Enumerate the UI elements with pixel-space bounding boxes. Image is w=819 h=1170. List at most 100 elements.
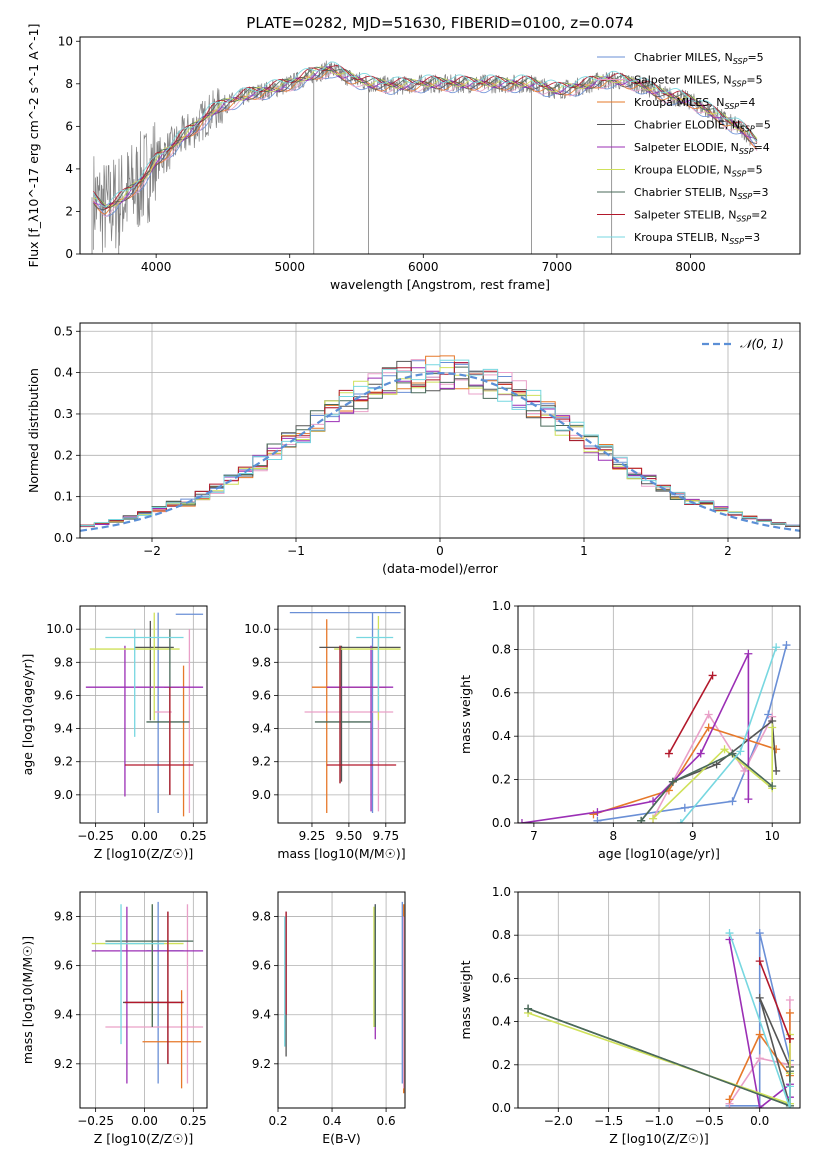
y-tick-label: 9.2 — [252, 755, 271, 769]
weight-marker — [725, 1095, 734, 1104]
weight-marker — [728, 797, 737, 806]
weight-marker — [725, 929, 734, 938]
panel-age_vs_mass: 9.25 9.50 9.75 9.0 9.2 9.4 9.6 9.8 10.0 mass [log… — [244, 605, 406, 861]
x-tick-label: 8 — [610, 829, 618, 843]
x-tick-label: −2.0 — [544, 1114, 573, 1128]
legend-label: Salpeter ELODIE, NSSP=4 — [634, 141, 770, 156]
x-tick-label: −2 — [143, 544, 161, 558]
x-tick-label: 0 — [436, 544, 444, 558]
x-tick-label: 7 — [530, 829, 538, 843]
y-tick-label: 0.1 — [54, 490, 73, 504]
x-tick-label: −1.0 — [644, 1114, 673, 1128]
weight-marker — [785, 1034, 794, 1043]
weight-line-salpeter-stelib — [668, 675, 714, 754]
y-tick-label: 0.6 — [492, 686, 511, 700]
weight-marker — [755, 1030, 764, 1039]
y-tick-label: 0.2 — [54, 448, 73, 462]
y-tick-label: 0.6 — [492, 971, 511, 985]
x-tick-label: 5000 — [274, 260, 305, 274]
weight-line-chabrier-stelib — [640, 752, 773, 822]
weight-marker — [664, 749, 673, 758]
x-axis-label: Z [log10(Z/Z☉)] — [94, 846, 194, 861]
y-tick-label: 9.6 — [54, 959, 73, 973]
weight-marker — [785, 1082, 794, 1091]
y-axis-label: Flux [f_λ10^-17 erg cm^-2 s^-1 A^-1] — [26, 24, 41, 268]
x-tick-label: 2 — [724, 544, 732, 558]
y-tick-label: 9.6 — [252, 688, 271, 702]
y-tick-label: 8 — [65, 77, 73, 91]
y-axis-label: mass weight — [458, 960, 473, 1039]
y-tick-label: 0.2 — [492, 773, 511, 787]
weight-marker — [649, 814, 658, 823]
y-tick-label: 0.8 — [492, 642, 511, 656]
x-tick-label: −1.5 — [594, 1114, 623, 1128]
normal-curve — [80, 371, 800, 532]
plot-area — [91, 901, 204, 1089]
weight-marker — [736, 747, 745, 756]
panel-age_vs_Z: −0.25 0.00 0.25 9.0 9.2 9.4 9.6 9.8 10.0 Z [log10… — [20, 605, 208, 861]
weight-marker — [593, 808, 602, 817]
y-tick-label: 0.4 — [492, 729, 511, 743]
legend-label: Chabrier STELIB, NSSP=3 — [634, 186, 768, 201]
weight-marker — [785, 1104, 794, 1108]
y-tick-label: 9.6 — [252, 959, 271, 973]
x-axis-label: wavelength [Angstrom, rest frame] — [330, 277, 550, 292]
legend-label: Salpeter MILES, NSSP=5 — [634, 74, 763, 89]
weight-marker — [744, 649, 753, 658]
axes-frame — [79, 322, 801, 539]
x-tick-label: 0.25 — [180, 1114, 207, 1128]
weight-marker — [755, 993, 764, 1002]
x-tick-label: −1 — [287, 544, 305, 558]
plot-area — [91, 60, 758, 254]
x-axis-label: (data-model)/error — [382, 561, 499, 576]
y-tick-label: 9.2 — [252, 1057, 271, 1071]
hist-salpeter-stelib — [80, 362, 800, 527]
y-tick-label: 0.3 — [54, 407, 73, 421]
weight-marker — [676, 819, 685, 823]
y-tick-label: 0.2 — [492, 1058, 511, 1072]
x-tick-label: 0.25 — [180, 829, 207, 843]
weight-marker — [755, 1054, 764, 1063]
y-axis-label: mass weight — [458, 675, 473, 754]
y-tick-label: 4 — [65, 162, 73, 176]
y-tick-label: 1.0 — [492, 885, 511, 899]
x-tick-label: 0.00 — [131, 829, 158, 843]
weight-marker — [518, 819, 526, 823]
model-kroupa-stelib — [93, 61, 758, 208]
y-tick-label: 2 — [65, 204, 73, 218]
y-tick-label: 9.2 — [54, 755, 73, 769]
legend-label: Kroupa MILES, NSSP=4 — [634, 96, 755, 111]
axes-frame — [79, 36, 801, 255]
weight-line-kroupa-stelib — [728, 932, 791, 1108]
plot-area — [284, 901, 405, 1094]
legend-label: Salpeter STELIB, NSSP=2 — [634, 209, 767, 224]
x-tick-label: −0.25 — [77, 829, 114, 843]
x-tick-label: 9 — [689, 829, 697, 843]
weight-line-kroupa-miles — [593, 726, 777, 816]
plot-area — [524, 929, 794, 1108]
weight-marker — [755, 929, 764, 938]
x-tick-label: 0.4 — [322, 1114, 341, 1128]
model-chabrier-stelib — [93, 66, 758, 209]
x-tick-label: 6000 — [408, 260, 439, 274]
x-tick-label: 0.6 — [377, 1114, 396, 1128]
y-tick-label: 6 — [65, 119, 73, 133]
weight-marker — [696, 749, 705, 758]
axes-frame — [517, 605, 801, 824]
weight-marker — [680, 803, 689, 812]
panel-spectrum: 4000 5000 6000 7000 8000 0 2 4 6 8 10 wavelength [A… — [26, 24, 801, 292]
panel-weight_vs_Z: −2.0 −1.5 −1.0 −0.5 0.0 0.0 0.2 0.4 0.6 0.8 1.0 Z [… — [458, 885, 801, 1146]
x-tick-label: 7000 — [542, 260, 573, 274]
y-tick-label: 9.8 — [252, 655, 271, 669]
weight-marker — [768, 723, 777, 732]
y-tick-label: 9.8 — [54, 910, 73, 924]
x-tick-label: 0.0 — [750, 1114, 769, 1128]
y-tick-label: 9.4 — [252, 722, 271, 736]
panel-residuals: −2 −1 0 1 2 0.0 0.1 0.2 0.3 0.4 0.5 (data-model)/er… — [26, 322, 801, 576]
figure-title: PLATE=0282, MJD=51630, FIBERID=0100, z=0… — [246, 14, 633, 32]
weight-marker — [708, 671, 717, 680]
y-tick-label: 0.4 — [492, 1015, 511, 1029]
y-tick-label: 10 — [58, 34, 73, 48]
plot-area — [289, 611, 401, 814]
x-axis-label: E(B-V) — [322, 1131, 361, 1146]
